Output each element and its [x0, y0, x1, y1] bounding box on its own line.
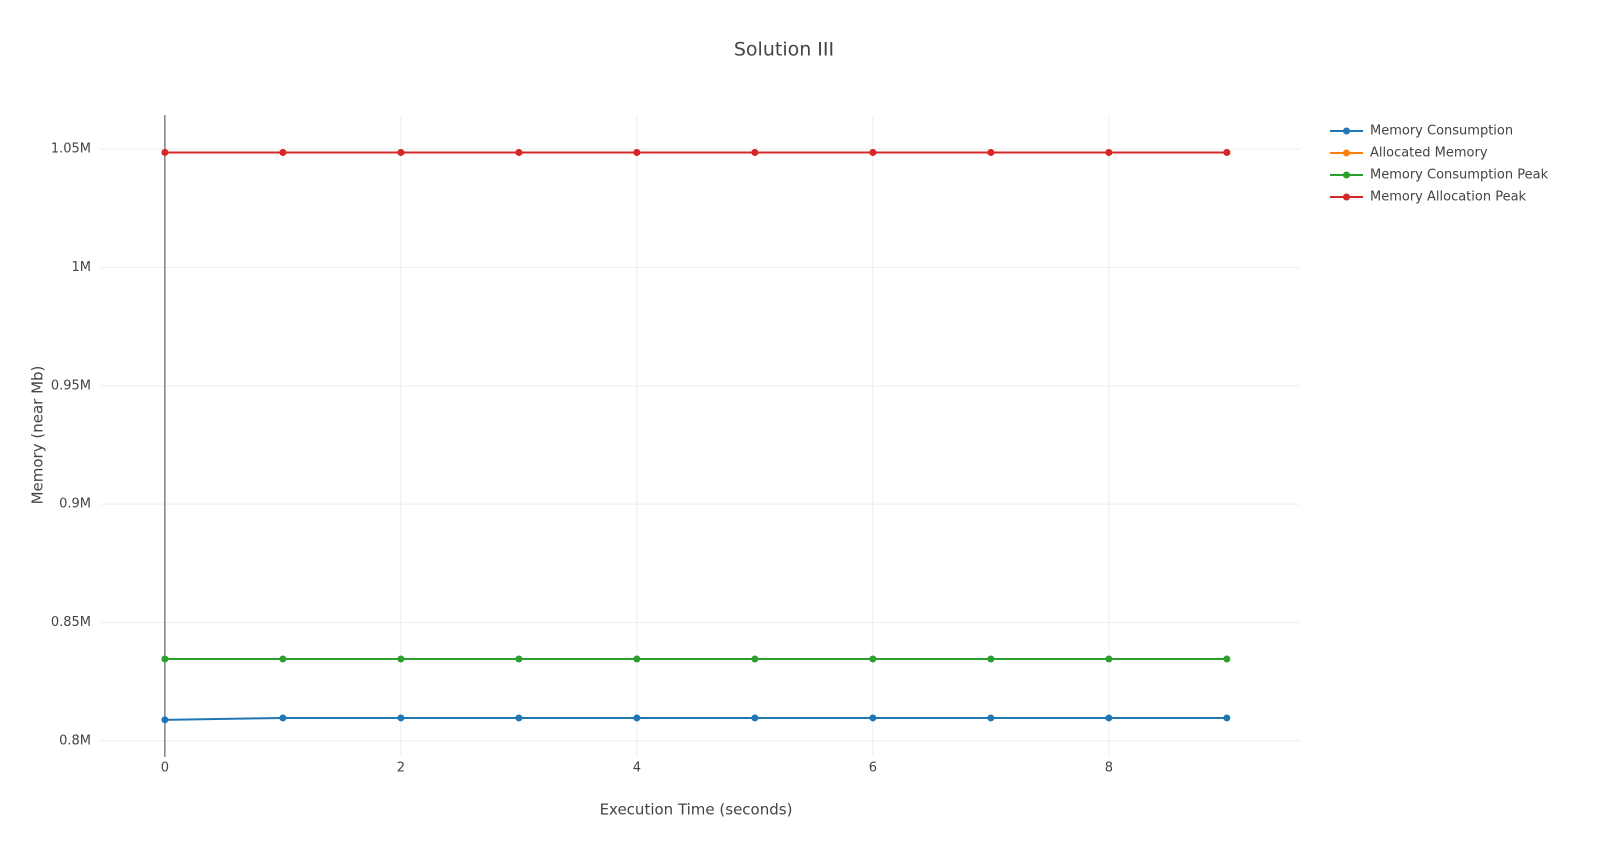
- y-tick-label: 0.85M: [51, 615, 91, 630]
- y-tick-label: 0.8M: [59, 733, 91, 748]
- data-point: [987, 655, 995, 663]
- chart-title: Solution III: [734, 39, 834, 61]
- data-point: [1105, 148, 1113, 156]
- series-line: [164, 716, 1227, 721]
- data-point: [397, 714, 405, 722]
- data-point: [987, 148, 995, 156]
- x-tick-label: 0: [161, 761, 169, 776]
- y-tick-label: 0.9M: [59, 497, 91, 512]
- data-point: [161, 716, 169, 724]
- data-point: [869, 148, 877, 156]
- data-point: [515, 714, 523, 722]
- data-point: [751, 714, 759, 722]
- data-point: [279, 714, 287, 722]
- data-point: [1223, 655, 1231, 663]
- data-point: [1105, 714, 1113, 722]
- legend-marker: [1343, 193, 1350, 201]
- data-point: [279, 148, 287, 156]
- data-point: [869, 655, 877, 663]
- x-tick-label: 4: [633, 761, 641, 776]
- legend-label: Memory Consumption Peak: [1370, 168, 1549, 183]
- data-point: [751, 655, 759, 663]
- data-point: [987, 714, 995, 722]
- legend-label: Memory Allocation Peak: [1370, 190, 1527, 205]
- legend-label: Allocated Memory: [1370, 146, 1488, 161]
- data-point: [397, 655, 405, 663]
- data-point: [633, 148, 641, 156]
- legend-marker: [1343, 171, 1350, 179]
- data-point: [1105, 655, 1113, 663]
- data-point: [279, 655, 287, 663]
- data-point: [161, 655, 169, 663]
- x-tick-label: 8: [1105, 761, 1113, 776]
- data-point: [633, 714, 641, 722]
- data-point: [633, 655, 641, 663]
- data-point: [397, 148, 405, 156]
- y-tick-label: 1.05M: [51, 142, 91, 157]
- data-point: [515, 148, 523, 156]
- legend-marker: [1343, 149, 1350, 157]
- x-tick-label: 6: [869, 761, 877, 776]
- y-tick-label: 1M: [72, 260, 92, 275]
- x-axis-label: Execution Time (seconds): [600, 801, 793, 819]
- data-point: [1223, 714, 1231, 722]
- data-point: [515, 655, 523, 663]
- y-axis-label: Memory (near Mb): [29, 366, 47, 505]
- legend-label: Memory Consumption: [1370, 124, 1513, 139]
- legend-marker: [1343, 127, 1350, 135]
- data-point: [161, 148, 169, 156]
- x-tick-label: 2: [397, 761, 405, 776]
- data-point: [751, 148, 759, 156]
- y-tick-label: 0.95M: [51, 378, 91, 393]
- data-point: [869, 714, 877, 722]
- data-point: [1223, 148, 1231, 156]
